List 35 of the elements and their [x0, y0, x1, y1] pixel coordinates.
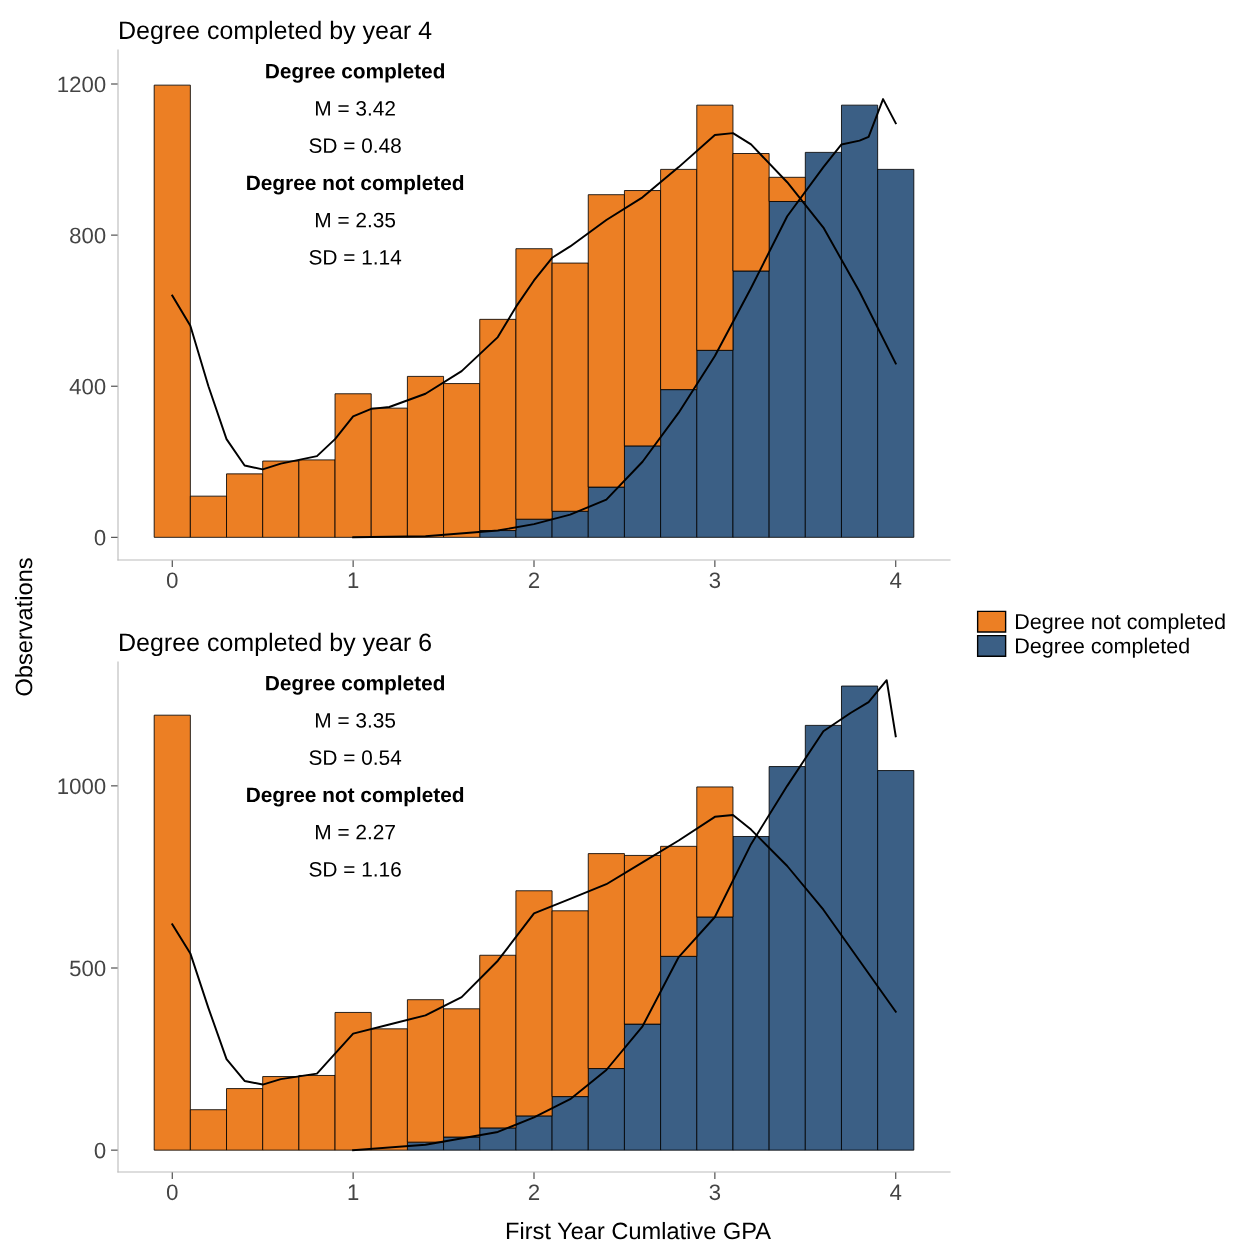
x-tick-label: 2 — [528, 1184, 540, 1200]
annotation: SD = 1.16 — [309, 861, 401, 877]
y-tick-label: 400 — [69, 378, 106, 395]
x-tick-label: 0 — [166, 572, 178, 589]
x-tick-label: 1 — [348, 1184, 359, 1200]
annotation: M = 2.35 — [316, 212, 396, 228]
y-tick-label: 1000 — [58, 778, 106, 795]
annotation: M = 2.27 — [316, 824, 395, 840]
annotation: Degree completed — [266, 675, 445, 695]
x-tick-label: 1 — [348, 572, 359, 588]
chart-title: Degree completed by year 6 — [120, 632, 431, 657]
legend-label: Degree completed — [1016, 637, 1189, 658]
y-tick-label: 500 — [70, 960, 106, 977]
annotation: SD = 0.48 — [309, 138, 401, 153]
annotation: Degree not completed — [247, 786, 464, 807]
x-tick-label: 0 — [166, 1184, 178, 1201]
annotation: M = 3.35 — [316, 713, 396, 728]
annotation: SD = 1.14 — [309, 249, 402, 265]
y-tick-label: 0 — [94, 529, 106, 546]
annotation: M = 3.42 — [316, 101, 395, 116]
annotation: Degree completed — [266, 63, 445, 83]
annotation: Degree not completed — [247, 174, 464, 195]
y-tick-label: 0 — [94, 1142, 106, 1159]
legend-label: Degree not completed — [1016, 613, 1225, 634]
x-axis-title: First Year Cumlative GPA — [506, 1221, 771, 1240]
annotation: SD = 0.54 — [309, 750, 402, 765]
y-tick-label: 800 — [70, 227, 106, 244]
chart-title: Degree completed by year 4 — [120, 20, 432, 45]
x-tick-label: 3 — [709, 572, 721, 589]
x-tick-label: 4 — [890, 572, 902, 588]
x-tick-label: 2 — [528, 572, 540, 588]
x-tick-label: 4 — [890, 1184, 902, 1200]
y-axis-title: Observations — [15, 558, 33, 696]
x-tick-label: 3 — [709, 1184, 721, 1201]
y-tick-label: 1200 — [58, 76, 106, 93]
